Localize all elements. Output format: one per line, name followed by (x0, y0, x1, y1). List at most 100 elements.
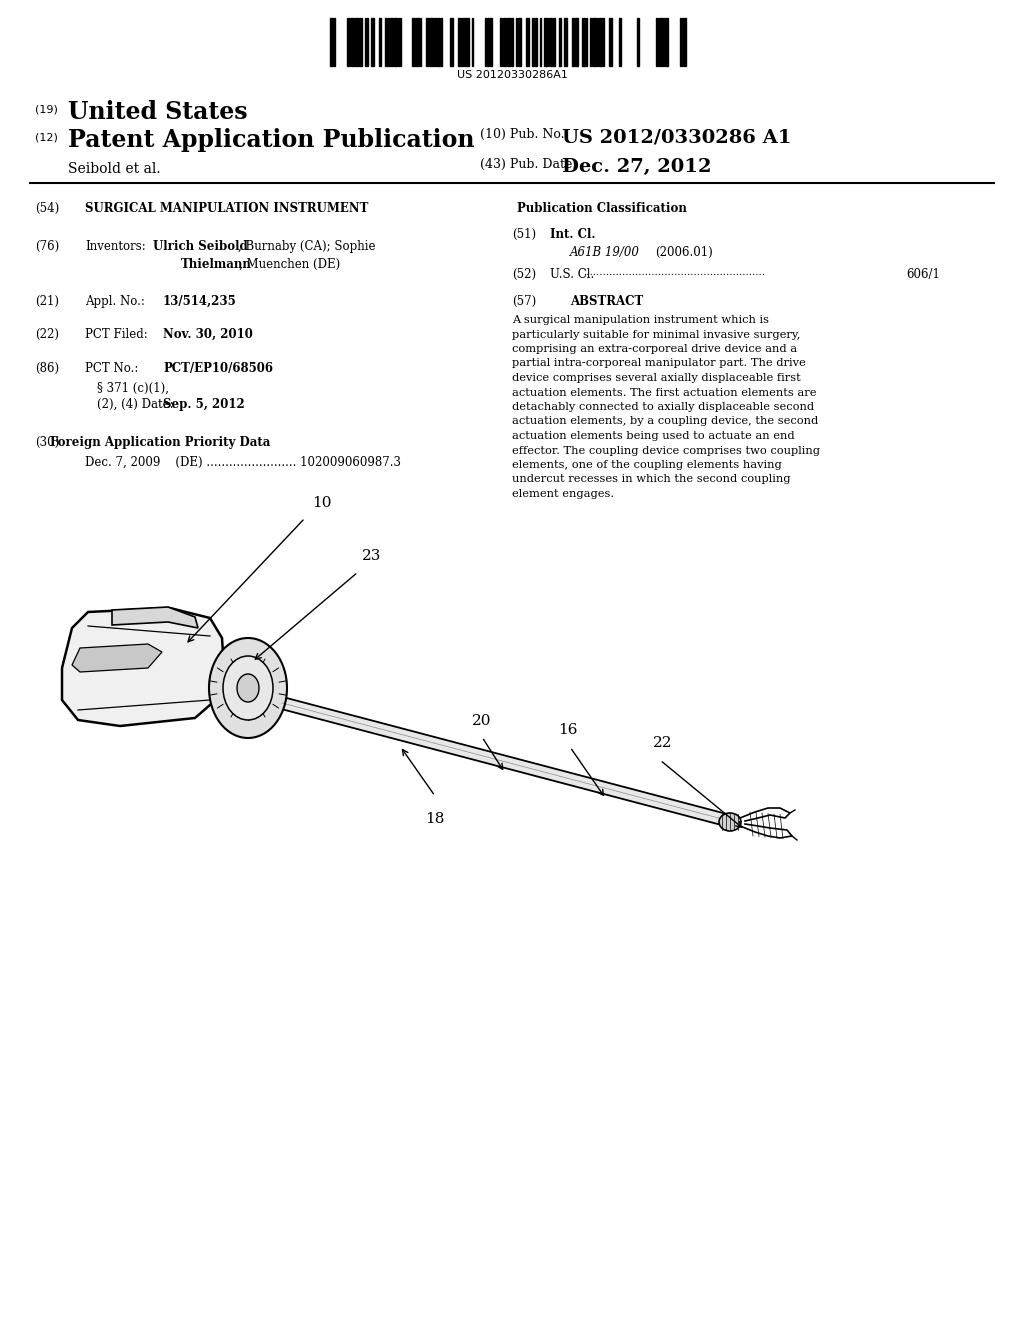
Bar (590, 18, 592, 66)
Bar (564, 18, 567, 66)
Text: § 371 (c)(1),: § 371 (c)(1), (97, 381, 169, 395)
Bar (351, 18, 354, 66)
Text: actuation elements. The first actuation elements are: actuation elements. The first actuation … (512, 388, 816, 397)
Bar (390, 18, 393, 66)
Bar (359, 18, 362, 66)
Text: Dec. 7, 2009    (DE) ........................ 102009060987.3: Dec. 7, 2009 (DE) ......................… (85, 455, 401, 469)
Bar (684, 18, 686, 66)
Text: 22: 22 (653, 737, 673, 750)
Text: (43) Pub. Date:: (43) Pub. Date: (480, 158, 577, 172)
Text: Appl. No.:: Appl. No.: (85, 294, 144, 308)
Text: effector. The coupling device comprises two coupling: effector. The coupling device comprises … (512, 446, 820, 455)
Polygon shape (281, 697, 727, 826)
Text: (22): (22) (35, 327, 59, 341)
Ellipse shape (719, 813, 741, 832)
Text: (30): (30) (35, 436, 59, 449)
Text: Thielmann: Thielmann (181, 257, 252, 271)
Bar (490, 18, 492, 66)
Bar (450, 18, 453, 66)
Bar (394, 18, 397, 66)
Text: (86): (86) (35, 362, 59, 375)
Text: detachably connected to axially displaceable second: detachably connected to axially displace… (512, 403, 814, 412)
Text: (19): (19) (35, 106, 58, 115)
Text: Ulrich Seibold: Ulrich Seibold (153, 240, 248, 253)
Bar (503, 18, 506, 66)
Bar (599, 18, 602, 66)
Text: (2006.01): (2006.01) (655, 246, 713, 259)
Text: partial intra-corporeal manipulator part. The drive: partial intra-corporeal manipulator part… (512, 359, 806, 368)
Text: A surgical manipulation instrument which is: A surgical manipulation instrument which… (512, 315, 769, 325)
Bar (437, 18, 440, 66)
Bar (535, 18, 537, 66)
Text: US 2012/0330286 A1: US 2012/0330286 A1 (562, 128, 792, 147)
Text: (21): (21) (35, 294, 59, 308)
Text: Publication Classification: Publication Classification (517, 202, 687, 215)
Polygon shape (112, 607, 198, 628)
Bar (518, 18, 521, 66)
Text: (52): (52) (512, 268, 537, 281)
Bar (572, 18, 574, 66)
Polygon shape (62, 609, 224, 726)
Bar (660, 18, 662, 66)
Text: 23: 23 (362, 549, 381, 564)
Text: Patent Application Publication: Patent Application Publication (68, 128, 474, 152)
Text: Int. Cl.: Int. Cl. (550, 228, 596, 242)
Bar (550, 18, 552, 66)
Text: particularly suitable for minimal invasive surgery,: particularly suitable for minimal invasi… (512, 330, 801, 339)
Text: Nov. 30, 2010: Nov. 30, 2010 (163, 327, 253, 341)
Bar (500, 18, 502, 66)
Text: (2), (4) Date:: (2), (4) Date: (97, 399, 174, 411)
Text: comprising an extra-corporeal drive device and a: comprising an extra-corporeal drive devi… (512, 345, 797, 354)
Text: U.S. Cl.: U.S. Cl. (550, 268, 594, 281)
Text: 20: 20 (472, 714, 492, 729)
Text: undercut recesses in which the second coupling: undercut recesses in which the second co… (512, 474, 791, 484)
Bar (330, 18, 333, 66)
Text: actuation elements being used to actuate an end: actuation elements being used to actuate… (512, 432, 795, 441)
Text: PCT Filed:: PCT Filed: (85, 327, 147, 341)
Text: Seibold et al.: Seibold et al. (68, 162, 161, 176)
Bar (553, 18, 555, 66)
Text: PCT/EP10/68506: PCT/EP10/68506 (163, 362, 273, 375)
Text: 16: 16 (558, 723, 578, 737)
Bar (379, 18, 381, 66)
Text: SURGICAL MANIPULATION INSTRUMENT: SURGICAL MANIPULATION INSTRUMENT (85, 202, 369, 215)
Text: ........................................................: ........................................… (583, 268, 765, 277)
Text: Foreign Application Priority Data: Foreign Application Priority Data (50, 436, 270, 449)
Text: ABSTRACT: ABSTRACT (570, 294, 644, 308)
Bar (618, 18, 621, 66)
Text: 10: 10 (312, 496, 332, 510)
Text: device comprises several axially displaceable first: device comprises several axially displac… (512, 374, 801, 383)
Bar (559, 18, 561, 66)
Bar (511, 18, 513, 66)
Bar (416, 18, 419, 66)
Text: , Burnaby (CA); Sophie: , Burnaby (CA); Sophie (238, 240, 376, 253)
Text: (10) Pub. No.:: (10) Pub. No.: (480, 128, 568, 141)
Bar (458, 18, 460, 66)
Bar (575, 18, 578, 66)
Bar (463, 18, 465, 66)
Bar (355, 18, 358, 66)
Bar (544, 18, 547, 66)
Bar (526, 18, 529, 66)
Text: elements, one of the coupling elements having: elements, one of the coupling elements h… (512, 459, 781, 470)
Text: Dec. 27, 2012: Dec. 27, 2012 (562, 158, 712, 176)
Ellipse shape (237, 675, 259, 702)
Bar (582, 18, 585, 66)
Text: Sep. 5, 2012: Sep. 5, 2012 (163, 399, 245, 411)
Text: (51): (51) (512, 228, 537, 242)
Ellipse shape (209, 638, 287, 738)
Bar (507, 18, 510, 66)
Text: PCT No.:: PCT No.: (85, 362, 138, 375)
Bar (665, 18, 668, 66)
Bar (387, 18, 389, 66)
Bar (430, 18, 433, 66)
Text: (57): (57) (512, 294, 537, 308)
Text: element engages.: element engages. (512, 488, 614, 499)
Bar (532, 18, 534, 66)
Bar (637, 18, 639, 66)
Bar (609, 18, 612, 66)
Polygon shape (72, 644, 162, 672)
Ellipse shape (223, 656, 273, 719)
Text: (12): (12) (35, 132, 58, 143)
Text: , Muenchen (DE): , Muenchen (DE) (239, 257, 340, 271)
